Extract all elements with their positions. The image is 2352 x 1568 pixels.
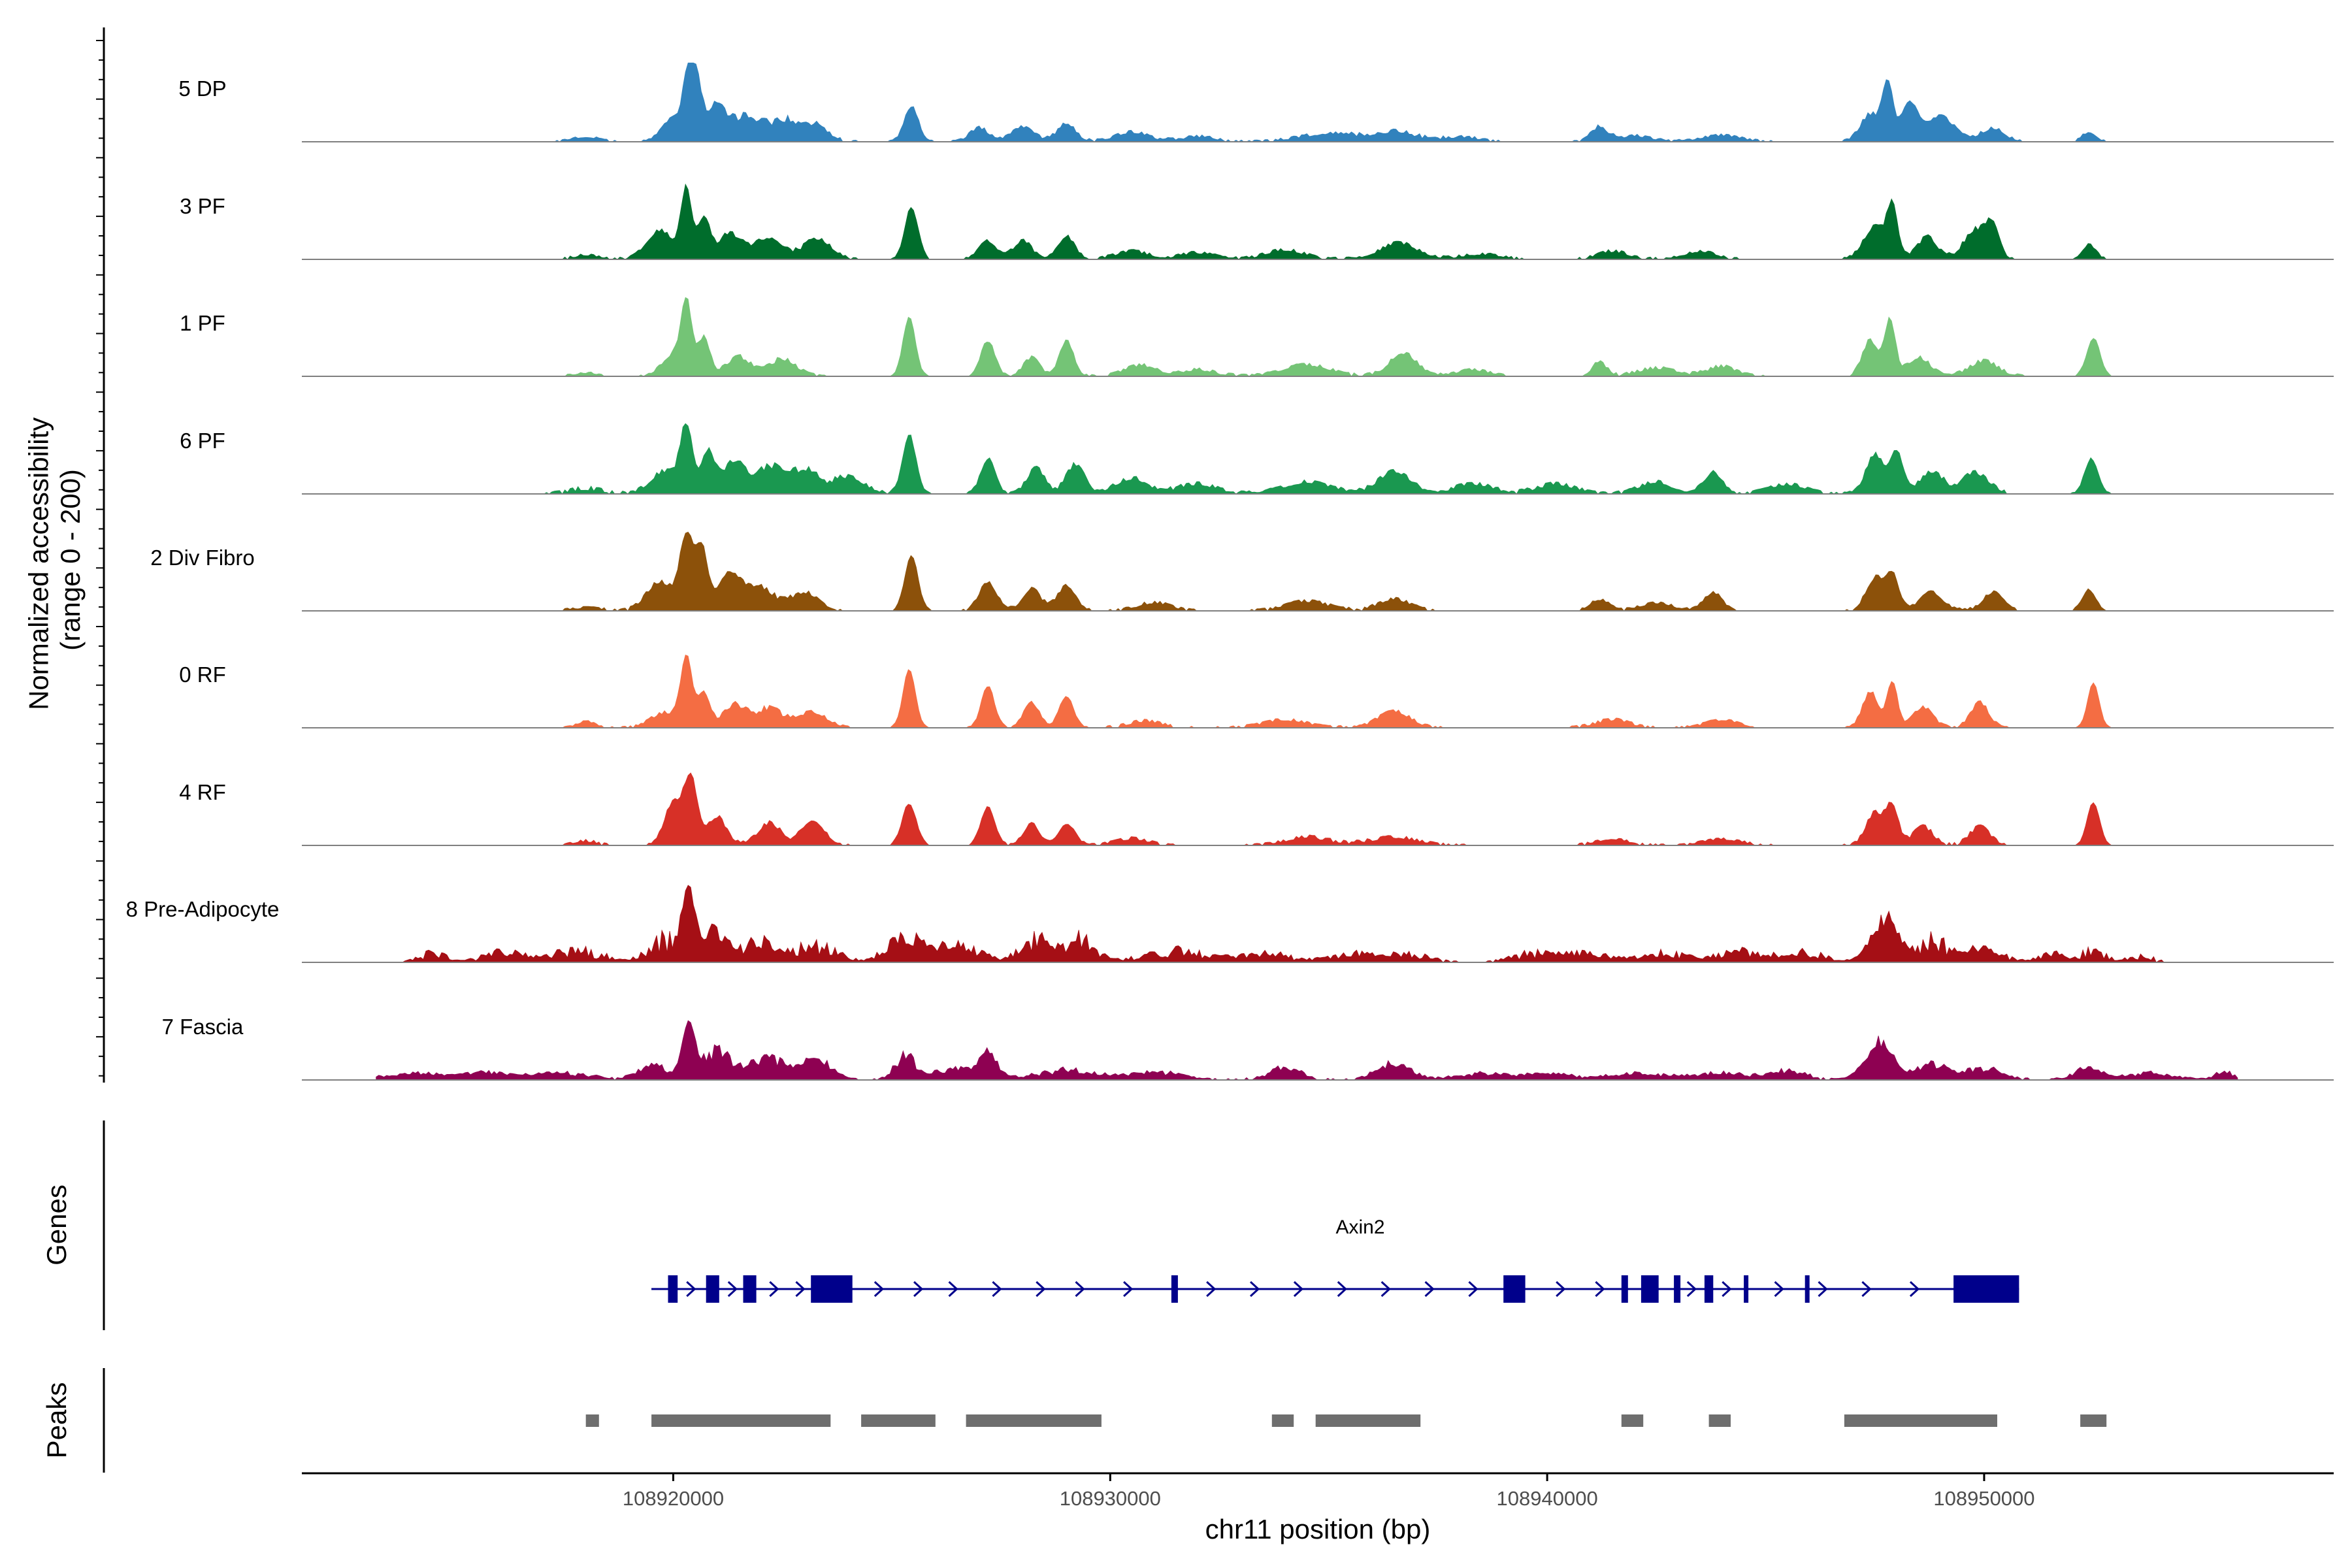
strand-arrow-11 bbox=[1206, 1281, 1217, 1298]
peak-region-3 bbox=[966, 1414, 1102, 1427]
strand-arrow-3 bbox=[795, 1281, 806, 1298]
gene-exon-6 bbox=[1621, 1275, 1628, 1303]
genes-panel-label: Genes bbox=[41, 1184, 72, 1266]
strand-arrow-20 bbox=[1686, 1281, 1697, 1298]
gene-exon-0 bbox=[668, 1275, 678, 1303]
coverage-area-3 bbox=[376, 423, 2238, 495]
coverage-area-1 bbox=[376, 183, 2238, 260]
peak-region-6 bbox=[1621, 1414, 1644, 1427]
coverage-track-6: 4 RF bbox=[179, 772, 2334, 846]
strand-arrow-16 bbox=[1424, 1281, 1435, 1298]
gene-exon-10 bbox=[1744, 1275, 1749, 1303]
x-tick-label-3: 108950000 bbox=[1933, 1487, 2034, 1510]
track-label-1: 3 PF bbox=[180, 194, 225, 218]
strand-arrow-10 bbox=[1123, 1281, 1134, 1298]
strand-arrow-14 bbox=[1337, 1281, 1347, 1298]
track-label-7: 8 Pre-Adipocyte bbox=[126, 897, 280, 921]
peak-region-0 bbox=[585, 1414, 599, 1427]
peak-region-4 bbox=[1271, 1414, 1294, 1427]
strand-arrow-23 bbox=[1818, 1281, 1828, 1298]
strand-arrow-4 bbox=[874, 1281, 885, 1298]
gene-name-label: Axin2 bbox=[1335, 1217, 1384, 1238]
strand-arrow-19 bbox=[1595, 1281, 1605, 1298]
strand-arrow-18 bbox=[1556, 1281, 1566, 1298]
x-axis-title: chr11 position (bp) bbox=[1205, 1514, 1431, 1544]
coverage-track-8: 7 Fascia bbox=[162, 1015, 2334, 1081]
coverage-area-7 bbox=[376, 885, 2238, 963]
strand-arrow-25 bbox=[1909, 1281, 1920, 1298]
coverage-area-6 bbox=[376, 772, 2238, 846]
track-label-3: 6 PF bbox=[180, 429, 225, 453]
coverage-area-4 bbox=[376, 531, 2238, 612]
coverage-track-2: 1 PF bbox=[180, 297, 2334, 377]
strand-arrow-5 bbox=[913, 1281, 924, 1298]
track-label-8: 7 Fascia bbox=[162, 1015, 244, 1039]
track-label-0: 5 DP bbox=[178, 76, 226, 101]
track-label-5: 0 RF bbox=[179, 662, 226, 687]
strand-arrow-13 bbox=[1293, 1281, 1304, 1298]
strand-arrow-0 bbox=[686, 1281, 696, 1298]
track-label-6: 4 RF bbox=[179, 780, 226, 804]
x-tick-label-2: 108940000 bbox=[1497, 1487, 1598, 1510]
coverage-track-7: 8 Pre-Adipocyte bbox=[126, 885, 2334, 963]
peak-region-7 bbox=[1708, 1414, 1731, 1427]
peak-regions bbox=[585, 1414, 2107, 1427]
coverage-area-2 bbox=[376, 297, 2238, 377]
gene-exon-8 bbox=[1674, 1275, 1681, 1303]
peak-region-5 bbox=[1315, 1414, 1421, 1427]
track-label-2: 1 PF bbox=[180, 311, 225, 335]
strand-arrow-24 bbox=[1861, 1281, 1872, 1298]
coverage-track-4: 2 Div Fibro bbox=[150, 531, 2334, 612]
gene-exon-4 bbox=[1171, 1275, 1178, 1303]
peak-region-2 bbox=[861, 1414, 936, 1427]
y-axis-title-line2: (range 0 - 200) bbox=[55, 469, 86, 651]
strand-arrow-6 bbox=[948, 1281, 958, 1298]
coverage-area-0 bbox=[376, 62, 2238, 142]
gene-exon-11 bbox=[1805, 1275, 1810, 1303]
strand-arrow-1 bbox=[727, 1281, 738, 1298]
y-axis-title-line1: Normalized accessibility bbox=[24, 417, 54, 710]
gene-exon-5 bbox=[1503, 1275, 1526, 1303]
coverage-track-3: 6 PF bbox=[180, 423, 2334, 495]
peak-region-1 bbox=[651, 1414, 831, 1427]
strand-arrow-7 bbox=[992, 1281, 1002, 1298]
gene-exon-3 bbox=[811, 1275, 853, 1303]
gene-exon-7 bbox=[1641, 1275, 1659, 1303]
peaks-panel-label: Peaks bbox=[41, 1382, 72, 1459]
gene-exon-9 bbox=[1704, 1275, 1714, 1303]
strand-arrow-2 bbox=[769, 1281, 779, 1298]
peak-region-9 bbox=[2080, 1414, 2107, 1427]
peak-region-8 bbox=[1844, 1414, 1997, 1427]
coverage-area-5 bbox=[376, 655, 2238, 728]
coverage-area-8 bbox=[376, 1020, 2238, 1081]
gene-track: Axin2 bbox=[651, 1217, 2019, 1303]
coverage-y-ticks bbox=[96, 40, 104, 1077]
strand-arrow-21 bbox=[1722, 1281, 1732, 1298]
coverage-track-5: 0 RF bbox=[179, 655, 2334, 728]
strand-arrow-17 bbox=[1468, 1281, 1478, 1298]
gene-exon-1 bbox=[706, 1275, 719, 1303]
strand-arrow-12 bbox=[1250, 1281, 1260, 1298]
track-label-4: 2 Div Fibro bbox=[150, 546, 255, 570]
gene-exon-2 bbox=[743, 1275, 757, 1303]
x-axis-ticks: 108920000 108930000 108940000 108950000 bbox=[623, 1473, 2035, 1510]
y-axis-title: Normalized accessibility (range 0 - 200) bbox=[24, 410, 86, 710]
coverage-track-1: 3 PF bbox=[180, 183, 2334, 260]
strand-arrow-22 bbox=[1774, 1281, 1784, 1298]
x-tick-label-0: 108920000 bbox=[623, 1487, 724, 1510]
x-tick-label-1: 108930000 bbox=[1060, 1487, 1161, 1510]
strand-arrow-9 bbox=[1075, 1281, 1085, 1298]
gene-exon-12 bbox=[1953, 1275, 2019, 1303]
coverage-track-0: 5 DP bbox=[178, 62, 2334, 142]
coverage-tracks: 5 DP 3 PF 1 PF 6 PF 2 Div Fibro 0 RF 4 RF 8 Pre… bbox=[126, 62, 2334, 1081]
strand-arrow-15 bbox=[1380, 1281, 1391, 1298]
strand-arrow-8 bbox=[1036, 1281, 1046, 1298]
